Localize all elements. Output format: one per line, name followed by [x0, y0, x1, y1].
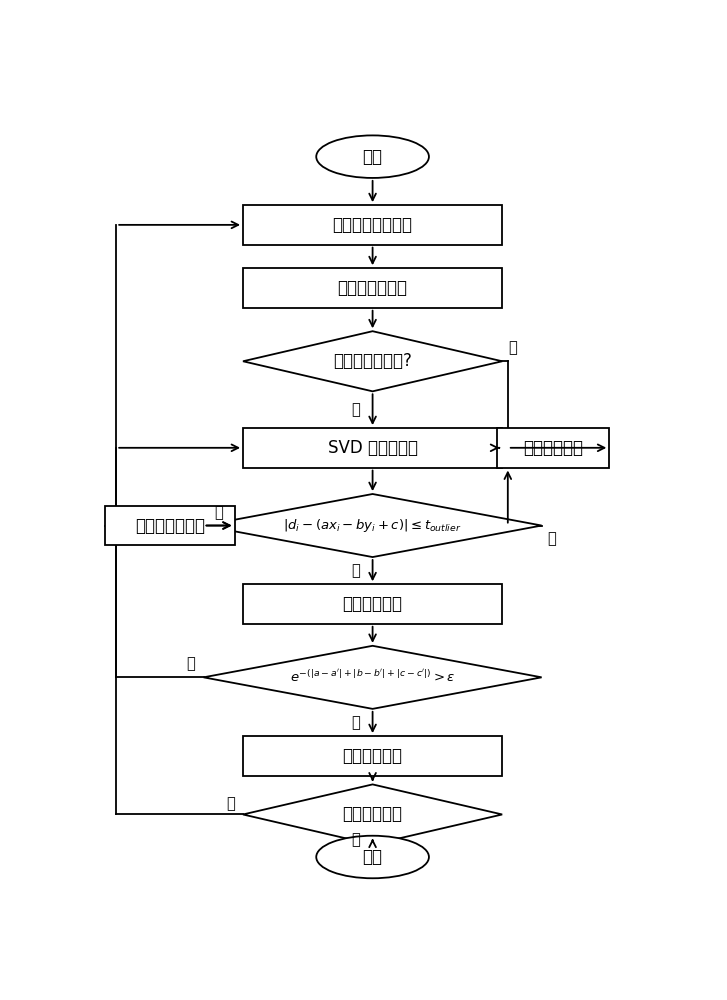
Text: $e^{-(|a-a^{\prime}|+|b-b^{\prime}|+|c-c^{\prime}|)} > \varepsilon$: $e^{-(|a-a^{\prime}|+|b-b^{\prime}|+|c-c… [290, 669, 455, 685]
Text: 是: 是 [351, 563, 360, 578]
Polygon shape [204, 646, 542, 709]
Ellipse shape [316, 836, 429, 878]
Polygon shape [204, 494, 542, 557]
Bar [243, 584, 502, 624]
Bar [243, 428, 502, 468]
Text: 完成所有区域: 完成所有区域 [342, 805, 403, 823]
Bar [105, 506, 235, 545]
Text: 否: 否 [226, 796, 235, 811]
Text: 是: 是 [351, 833, 360, 848]
Text: 否: 否 [547, 531, 556, 546]
Text: 否: 否 [186, 657, 195, 672]
Text: $|d_i-(ax_i-by_i+c)|\leq t_{outlier}$: $|d_i-(ax_i-by_i+c)|\leq t_{outlier}$ [284, 517, 462, 534]
Bar [497, 428, 609, 468]
Bar [243, 205, 502, 245]
Text: 是: 是 [351, 402, 360, 417]
Text: 左右一致性检查: 左右一致性检查 [337, 279, 408, 297]
Polygon shape [243, 331, 502, 391]
Ellipse shape [316, 135, 429, 178]
Text: 获得平面参数: 获得平面参数 [342, 595, 403, 613]
Text: 结束: 结束 [363, 848, 382, 866]
Text: 左右超像素区域图: 左右超像素区域图 [332, 216, 413, 234]
Text: 更新置信点集: 更新置信点集 [523, 439, 583, 457]
Text: 开始: 开始 [363, 148, 382, 166]
Bar [243, 268, 502, 308]
Text: SVD 求平面参数: SVD 求平面参数 [328, 439, 417, 457]
Text: 迭代运算求参数: 迭代运算求参数 [134, 517, 205, 535]
Polygon shape [243, 784, 502, 845]
Text: 否: 否 [214, 505, 223, 520]
Text: 区域平面表达: 区域平面表达 [342, 747, 403, 765]
Text: 是: 是 [351, 715, 360, 730]
Text: 否: 否 [508, 341, 517, 356]
Bar [243, 736, 502, 776]
Text: 是否为置信区域?: 是否为置信区域? [333, 352, 412, 370]
